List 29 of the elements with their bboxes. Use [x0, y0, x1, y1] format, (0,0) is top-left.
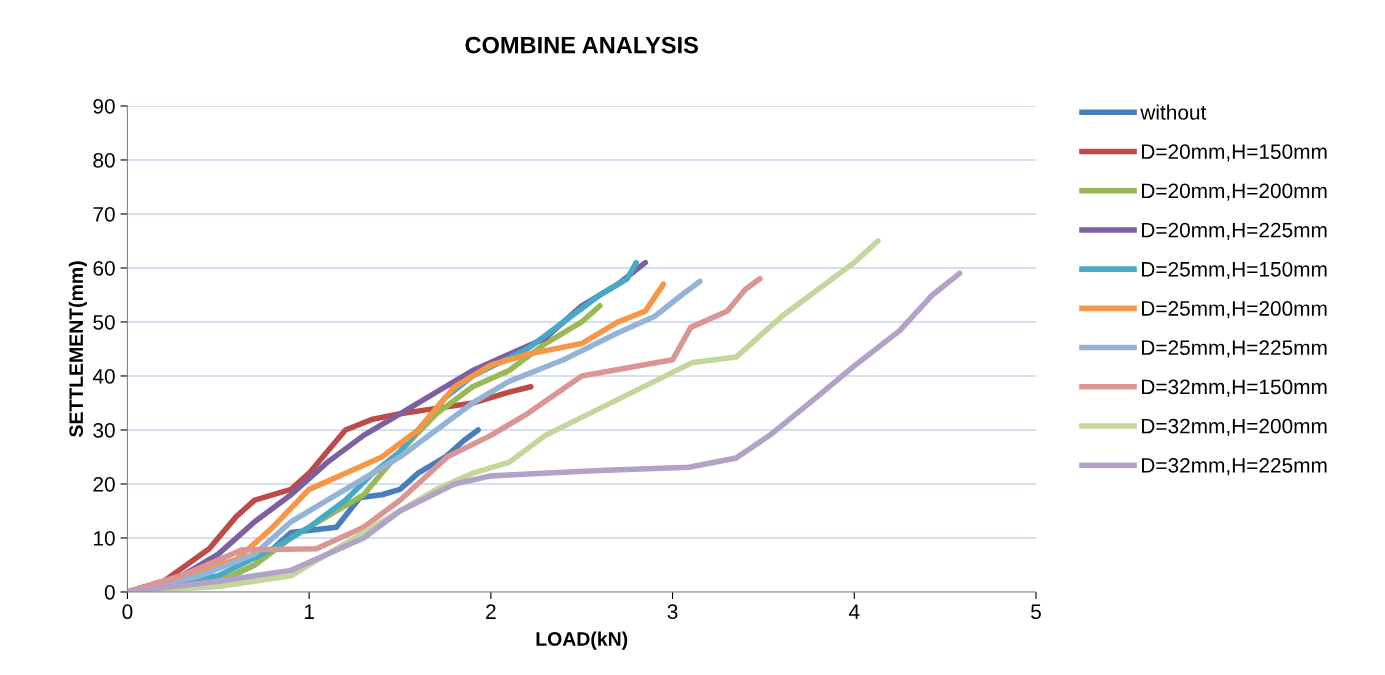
y-tick-label: 0	[104, 584, 115, 600]
legend-label: D=32mm,H=150mm	[1142, 379, 1327, 397]
y-tick-label: 80	[93, 152, 115, 168]
y-axis-title: SETTLEMENT(mm)	[68, 261, 87, 437]
legend-label: D=25mm,H=225mm	[1142, 340, 1327, 358]
x-tick-label: 5	[1031, 604, 1041, 620]
legend-label: D=32mm,H=225mm	[1142, 457, 1327, 476]
y-tick-label: 90	[93, 98, 115, 114]
legend-label: without	[1140, 104, 1207, 120]
legend-label: D=25mm,H=200mm	[1142, 301, 1327, 319]
y-tick-label: 60	[93, 260, 115, 276]
legend-label: D=25mm,H=150mm	[1142, 261, 1327, 280]
legend-label: D=20mm,H=225mm	[1142, 222, 1327, 240]
x-tick-label: 2	[486, 604, 496, 619]
x-tick-label: 4	[848, 604, 860, 619]
chart-title: COMBINE ANALYSIS	[465, 36, 698, 54]
y-tick-label: 30	[93, 422, 115, 438]
x-tick-label: 3	[667, 604, 678, 620]
y-tick-label: 20	[93, 476, 115, 492]
legend-label: D=20mm,H=200mm	[1142, 183, 1327, 201]
y-tick-label: 40	[92, 368, 115, 384]
legend-label: D=20mm,H=150mm	[1142, 144, 1327, 162]
y-tick-label: 70	[93, 206, 115, 222]
y-tick-label: 10	[94, 530, 115, 546]
x-axis-title: LOAD(kN)	[536, 631, 628, 650]
x-tick-label: 0	[122, 604, 133, 620]
y-tick-label: 50	[93, 314, 115, 330]
x-tick-label: 1	[304, 604, 314, 619]
legend-label: D=32mm,H=200mm	[1142, 418, 1327, 436]
